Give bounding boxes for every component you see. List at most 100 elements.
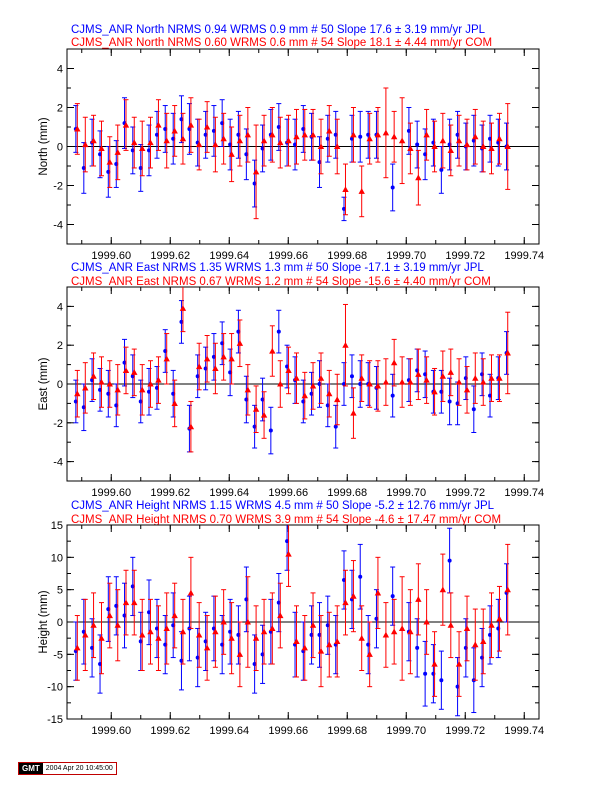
east-ytick-label: 2 bbox=[57, 340, 63, 352]
east-xtick-label: 1999.70 bbox=[386, 487, 426, 499]
height-ytick-label: -10 bbox=[47, 682, 63, 694]
north-com-point bbox=[309, 131, 317, 138]
east-xtick-label: 1999.74 bbox=[504, 487, 544, 499]
height-com-point bbox=[163, 625, 170, 632]
east-com-point bbox=[90, 373, 97, 379]
north-com-point bbox=[350, 131, 357, 138]
height-ylabel: Height (mm) bbox=[38, 590, 50, 653]
east-com-point bbox=[326, 390, 333, 397]
east-com-point bbox=[122, 367, 130, 373]
east-com-point bbox=[350, 409, 357, 416]
north-com-point bbox=[480, 143, 487, 150]
height-ytick-label: -5 bbox=[53, 649, 63, 661]
height-data bbox=[73, 525, 511, 717]
east-com-point bbox=[277, 380, 284, 387]
north-xtick-label: 1999.60 bbox=[91, 250, 131, 262]
east-com-point bbox=[504, 349, 511, 356]
north-com-point bbox=[277, 139, 284, 146]
height-com-point bbox=[285, 550, 292, 557]
north-com-point bbox=[82, 141, 89, 148]
east-com-point bbox=[269, 347, 276, 354]
east-com-point bbox=[423, 376, 430, 383]
height-jpl-point bbox=[447, 558, 452, 563]
east-jpl-point bbox=[276, 329, 281, 334]
east-com-point bbox=[488, 374, 495, 381]
north-com-point bbox=[195, 141, 203, 148]
east-data bbox=[73, 287, 511, 455]
north-xtick-label: 1999.66 bbox=[268, 250, 308, 262]
height-com-point bbox=[423, 618, 430, 625]
height-com-point bbox=[496, 615, 503, 622]
east-com-point bbox=[447, 369, 454, 375]
north-com-point bbox=[155, 121, 162, 128]
height-com-point bbox=[277, 612, 284, 619]
height-com-point bbox=[220, 618, 227, 625]
north-com-point bbox=[342, 186, 349, 192]
height-xtick-label: 1999.62 bbox=[150, 725, 190, 737]
height-com-point bbox=[244, 618, 252, 625]
height-com-point bbox=[317, 647, 325, 654]
gmt-timestamp: GMT 2004 Apr 20 10:45:00 bbox=[18, 762, 117, 775]
east-com-point bbox=[106, 380, 113, 387]
east-com-point bbox=[366, 380, 373, 387]
height-panel: CJMS_ANR Height NRMS 1.15 WRMS 4.5 mm # … bbox=[38, 500, 544, 737]
north-panel: CJMS_ANR North NRMS 0.94 WRMS 0.9 mm # 5… bbox=[38, 24, 544, 262]
east-com-point bbox=[220, 353, 227, 360]
east-com-point bbox=[455, 378, 463, 385]
north-ytick-label: -2 bbox=[53, 181, 63, 193]
north-title-com: CJMS_ANR North NRMS 0.60 WRMS 0.6 mm # 5… bbox=[71, 37, 492, 49]
height-com-point bbox=[431, 660, 438, 667]
east-com-point bbox=[439, 373, 447, 379]
east-com-point bbox=[472, 374, 479, 381]
north-title-jpl: CJMS_ANR North NRMS 0.94 WRMS 0.9 mm # 5… bbox=[71, 24, 486, 36]
east-com-point bbox=[285, 367, 292, 373]
north-com-point bbox=[179, 135, 187, 142]
east-com-point bbox=[252, 406, 260, 412]
north-jpl-point bbox=[390, 185, 395, 190]
north-xtick-label: 1999.64 bbox=[209, 250, 249, 262]
height-xtick-label: 1999.72 bbox=[445, 725, 485, 737]
height-ytick-label: 15 bbox=[51, 520, 63, 532]
east-com-point bbox=[358, 374, 365, 381]
north-com-point bbox=[236, 137, 244, 144]
height-com-point bbox=[342, 599, 349, 606]
north-ytick-label: 4 bbox=[57, 64, 63, 76]
height-xtick-label: 1999.74 bbox=[504, 725, 544, 737]
height-com-point bbox=[488, 622, 495, 628]
north-data bbox=[73, 87, 511, 222]
north-com-point bbox=[423, 131, 430, 138]
height-com-point bbox=[179, 628, 187, 635]
north-xtick-label: 1999.68 bbox=[327, 250, 367, 262]
east-com-point bbox=[496, 374, 503, 381]
north-com-point bbox=[447, 147, 454, 153]
north-com-point bbox=[244, 131, 252, 138]
east-xtick-label: 1999.62 bbox=[150, 487, 190, 499]
height-com-point bbox=[358, 634, 365, 641]
height-com-point bbox=[504, 586, 511, 593]
height-com-point bbox=[212, 628, 219, 635]
height-com-point bbox=[252, 634, 260, 641]
east-jpl-point bbox=[447, 399, 452, 404]
north-com-point bbox=[463, 141, 471, 148]
north-com-point bbox=[366, 135, 373, 142]
east-jpl-point bbox=[268, 428, 273, 433]
east-com-point bbox=[309, 382, 317, 389]
east-jpl-point bbox=[471, 407, 476, 412]
east-ytick-label: 0 bbox=[57, 379, 63, 391]
east-com-point bbox=[74, 390, 81, 397]
east-ytick-label: 4 bbox=[57, 301, 63, 313]
north-com-point bbox=[220, 135, 227, 142]
north-com-point bbox=[439, 137, 447, 144]
east-com-point bbox=[398, 378, 406, 385]
height-com-point bbox=[407, 628, 414, 635]
height-jpl-point bbox=[358, 574, 363, 579]
north-com-point bbox=[203, 123, 211, 130]
east-com-point bbox=[155, 376, 162, 383]
height-com-point bbox=[309, 622, 317, 628]
height-com-point bbox=[382, 631, 390, 638]
north-ylabel: North (mm) bbox=[38, 117, 50, 175]
east-xtick-label: 1999.68 bbox=[327, 487, 367, 499]
east-title-jpl: CJMS_ANR East NRMS 1.35 WRMS 1.3 mm # 50… bbox=[71, 262, 484, 274]
height-xtick-label: 1999.70 bbox=[386, 725, 426, 737]
